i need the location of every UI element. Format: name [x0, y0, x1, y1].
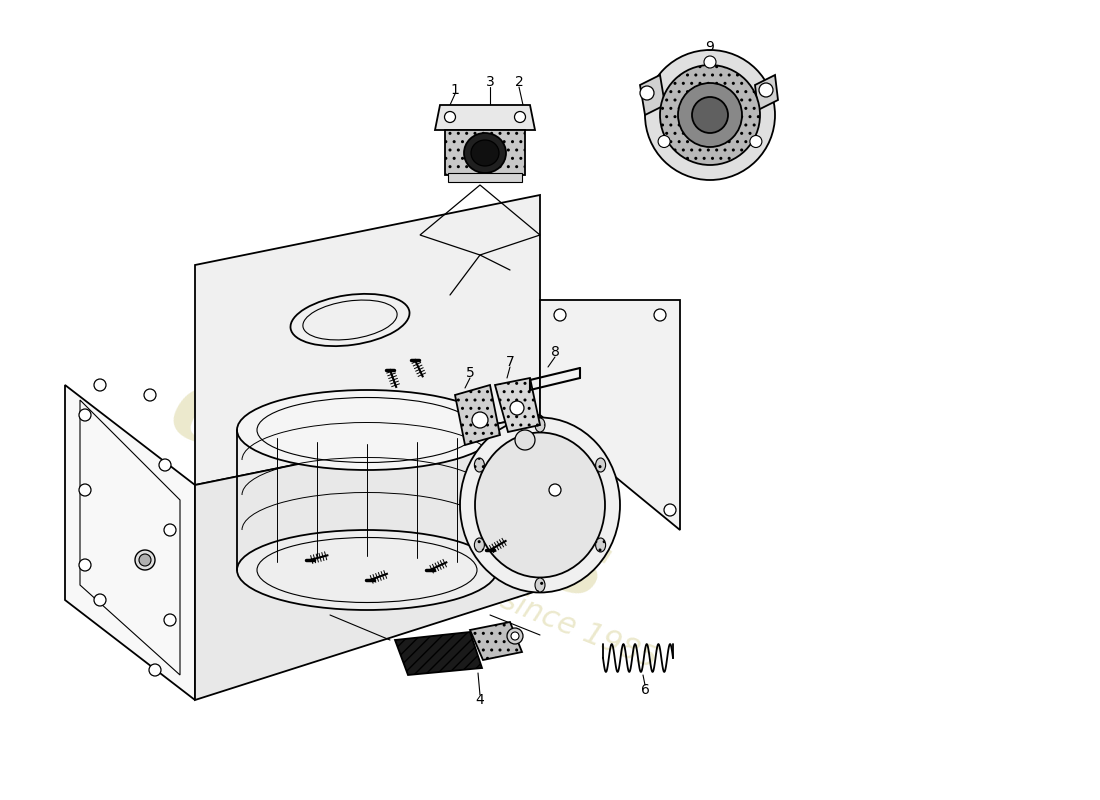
- Ellipse shape: [471, 140, 499, 166]
- Circle shape: [94, 594, 106, 606]
- Ellipse shape: [464, 133, 506, 173]
- Circle shape: [750, 135, 762, 147]
- Polygon shape: [640, 75, 666, 115]
- Circle shape: [135, 550, 155, 570]
- Circle shape: [658, 135, 670, 147]
- Polygon shape: [448, 173, 522, 182]
- Ellipse shape: [595, 458, 606, 472]
- Circle shape: [645, 50, 775, 180]
- Polygon shape: [755, 75, 778, 110]
- Circle shape: [515, 111, 526, 122]
- Circle shape: [654, 309, 666, 321]
- Circle shape: [660, 65, 760, 165]
- Polygon shape: [65, 385, 195, 700]
- Text: 8: 8: [551, 345, 560, 359]
- Circle shape: [512, 632, 519, 640]
- Ellipse shape: [535, 578, 544, 592]
- Text: 4: 4: [475, 693, 484, 707]
- Circle shape: [692, 97, 728, 133]
- Text: europes: europes: [156, 356, 624, 624]
- Polygon shape: [446, 130, 525, 175]
- Circle shape: [554, 309, 566, 321]
- Circle shape: [472, 412, 488, 428]
- Circle shape: [515, 430, 535, 450]
- Polygon shape: [495, 378, 540, 432]
- Ellipse shape: [236, 530, 497, 610]
- Circle shape: [139, 554, 151, 566]
- Circle shape: [160, 459, 170, 471]
- Ellipse shape: [595, 538, 606, 552]
- Text: 2: 2: [515, 75, 524, 89]
- Ellipse shape: [236, 390, 497, 470]
- Circle shape: [640, 86, 654, 100]
- Circle shape: [94, 379, 106, 391]
- Circle shape: [507, 628, 522, 644]
- Text: 5: 5: [465, 366, 474, 380]
- Ellipse shape: [474, 538, 484, 552]
- Circle shape: [79, 409, 91, 421]
- Circle shape: [164, 524, 176, 536]
- Polygon shape: [434, 105, 535, 130]
- Circle shape: [704, 56, 716, 68]
- Circle shape: [510, 401, 524, 415]
- Ellipse shape: [474, 458, 484, 472]
- Polygon shape: [395, 632, 482, 675]
- Circle shape: [678, 83, 743, 147]
- Circle shape: [144, 389, 156, 401]
- Circle shape: [79, 484, 91, 496]
- Polygon shape: [195, 195, 540, 485]
- Text: 3: 3: [485, 75, 494, 89]
- Text: a passion for quality since 1985: a passion for quality since 1985: [199, 466, 661, 674]
- Circle shape: [549, 484, 561, 496]
- Circle shape: [444, 111, 455, 122]
- Polygon shape: [455, 385, 500, 445]
- Ellipse shape: [475, 433, 605, 578]
- Circle shape: [759, 83, 773, 97]
- Text: 7: 7: [506, 355, 515, 369]
- Ellipse shape: [460, 418, 620, 593]
- Polygon shape: [540, 300, 680, 530]
- Circle shape: [79, 559, 91, 571]
- Circle shape: [664, 504, 676, 516]
- Circle shape: [148, 664, 161, 676]
- Polygon shape: [195, 415, 540, 700]
- Text: 6: 6: [640, 683, 649, 697]
- Text: 9: 9: [705, 40, 714, 54]
- Ellipse shape: [290, 294, 409, 346]
- Ellipse shape: [535, 418, 544, 432]
- Polygon shape: [470, 622, 522, 660]
- Text: 1: 1: [451, 83, 460, 97]
- Circle shape: [164, 614, 176, 626]
